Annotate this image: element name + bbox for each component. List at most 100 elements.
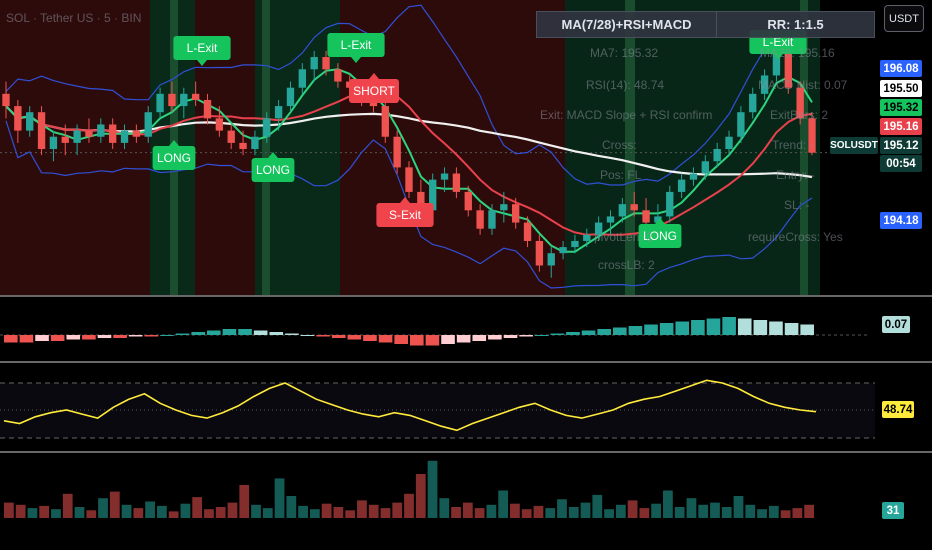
candle-body	[618, 204, 627, 217]
volume-bar	[592, 494, 603, 518]
volume-bar	[109, 491, 120, 518]
bollinger-upper-line	[5, 4, 813, 186]
macd-hist-bar	[160, 335, 174, 336]
volume-bar	[580, 502, 591, 518]
ma7-line	[5, 68, 813, 253]
signal-long-1-box	[152, 146, 196, 170]
macd-hist-bar	[488, 335, 502, 340]
macd-hist-bar	[613, 327, 627, 335]
volume-value-label: 31	[882, 502, 904, 519]
volume-bar	[51, 509, 61, 518]
candle-body	[369, 99, 378, 107]
signal-short-text: SHORT	[353, 84, 395, 98]
macd-hist-bar	[722, 317, 736, 335]
candle-body	[310, 57, 318, 70]
volume-bar	[710, 502, 720, 518]
volume-bar	[27, 508, 38, 518]
candle-body	[191, 93, 200, 100]
candle-body	[642, 210, 650, 223]
candle-body	[512, 204, 520, 223]
signal-zone	[0, 0, 150, 295]
macd-hist-bar	[35, 335, 49, 341]
signal-s-exit-text: S-Exit	[389, 208, 422, 222]
macd-hist-bar	[769, 321, 783, 335]
volume-bar	[345, 510, 356, 518]
signal-zone	[255, 0, 340, 295]
macd-hist-bar	[316, 335, 330, 337]
signal-s-exit-pointer	[400, 197, 410, 203]
candle-body	[2, 93, 10, 107]
candle-body	[725, 136, 733, 149]
macd-hist-bar	[238, 329, 252, 335]
candle-body	[677, 179, 686, 192]
candle-body	[583, 234, 591, 241]
candle-body	[440, 173, 449, 180]
candle-body	[239, 142, 247, 149]
volume-bar	[639, 508, 650, 518]
macd-hist-bar	[300, 335, 315, 336]
volume-bar	[204, 509, 214, 518]
signal-l-exit-3-text: L-Exit	[763, 35, 794, 49]
volume-bar	[62, 493, 73, 518]
volume-bar	[274, 478, 285, 518]
volume-bar	[733, 496, 744, 518]
candle-body	[227, 130, 235, 143]
rsi-line	[3, 379, 817, 432]
crosslb-readout: crossLB: 2	[598, 258, 655, 272]
macd-hist-bar	[534, 335, 549, 336]
ma28-readout: MA28: 195.16	[760, 46, 835, 60]
signal-long-3: LONG	[638, 218, 682, 248]
candle-body	[749, 93, 757, 113]
ma-long-line	[5, 105, 813, 179]
volume-bar	[757, 509, 767, 518]
volume-bar	[239, 485, 250, 518]
rsi-band	[0, 383, 875, 438]
macd-hist-bar	[503, 335, 518, 338]
candle-body	[737, 112, 745, 137]
signal-l-exit-2: L-Exit	[327, 33, 385, 63]
macd-value-label: 0.07	[882, 316, 910, 333]
signal-long-2-pointer	[268, 152, 278, 158]
last-price-label: 195.50	[880, 80, 922, 97]
volume-bar	[404, 493, 414, 518]
macd-hist-bar	[659, 323, 674, 335]
candle-body	[594, 222, 603, 235]
rsi-value-label: 48.74	[882, 401, 914, 418]
macd-hist-bar	[706, 318, 721, 335]
volume-bar	[745, 504, 756, 518]
volume-bar	[133, 508, 144, 518]
volume-bar	[568, 507, 579, 518]
volume-bar	[321, 503, 332, 518]
macd-hist-bar	[644, 324, 658, 335]
macd-hist-bar	[191, 332, 205, 335]
macd-hist-bar	[472, 335, 487, 341]
close-price-label: 195.12	[880, 137, 922, 154]
currency-button[interactable]: USDT	[884, 5, 924, 32]
candle-body	[689, 173, 698, 180]
candle-body	[298, 69, 306, 88]
candle-body	[274, 106, 283, 119]
candle-body	[97, 124, 105, 137]
macd-hist-bar	[456, 335, 471, 343]
candle-body	[215, 118, 224, 131]
volume-bar	[86, 510, 97, 518]
volume-bar	[780, 510, 791, 518]
candle-body	[488, 210, 496, 229]
volume-bar	[545, 508, 556, 518]
volume-bar	[121, 504, 132, 518]
exitbars-readout: ExitBars: 2	[770, 108, 829, 122]
macd-hist-bar	[519, 335, 533, 337]
ma7-readout: MA7: 195.32	[590, 46, 659, 60]
signal-l-exit-2-text: L-Exit	[341, 38, 372, 52]
volume-bar	[792, 508, 803, 518]
macd-hist-bar	[285, 333, 299, 335]
candle-body	[571, 240, 579, 248]
signal-long-2-text: LONG	[256, 163, 290, 177]
macd-hist-bar	[394, 335, 408, 344]
macd-hist-bar	[66, 335, 81, 340]
volume-bar	[415, 474, 426, 518]
candle-body	[37, 112, 46, 149]
signal-long-3-pointer	[655, 218, 665, 224]
candle-body	[559, 247, 567, 254]
